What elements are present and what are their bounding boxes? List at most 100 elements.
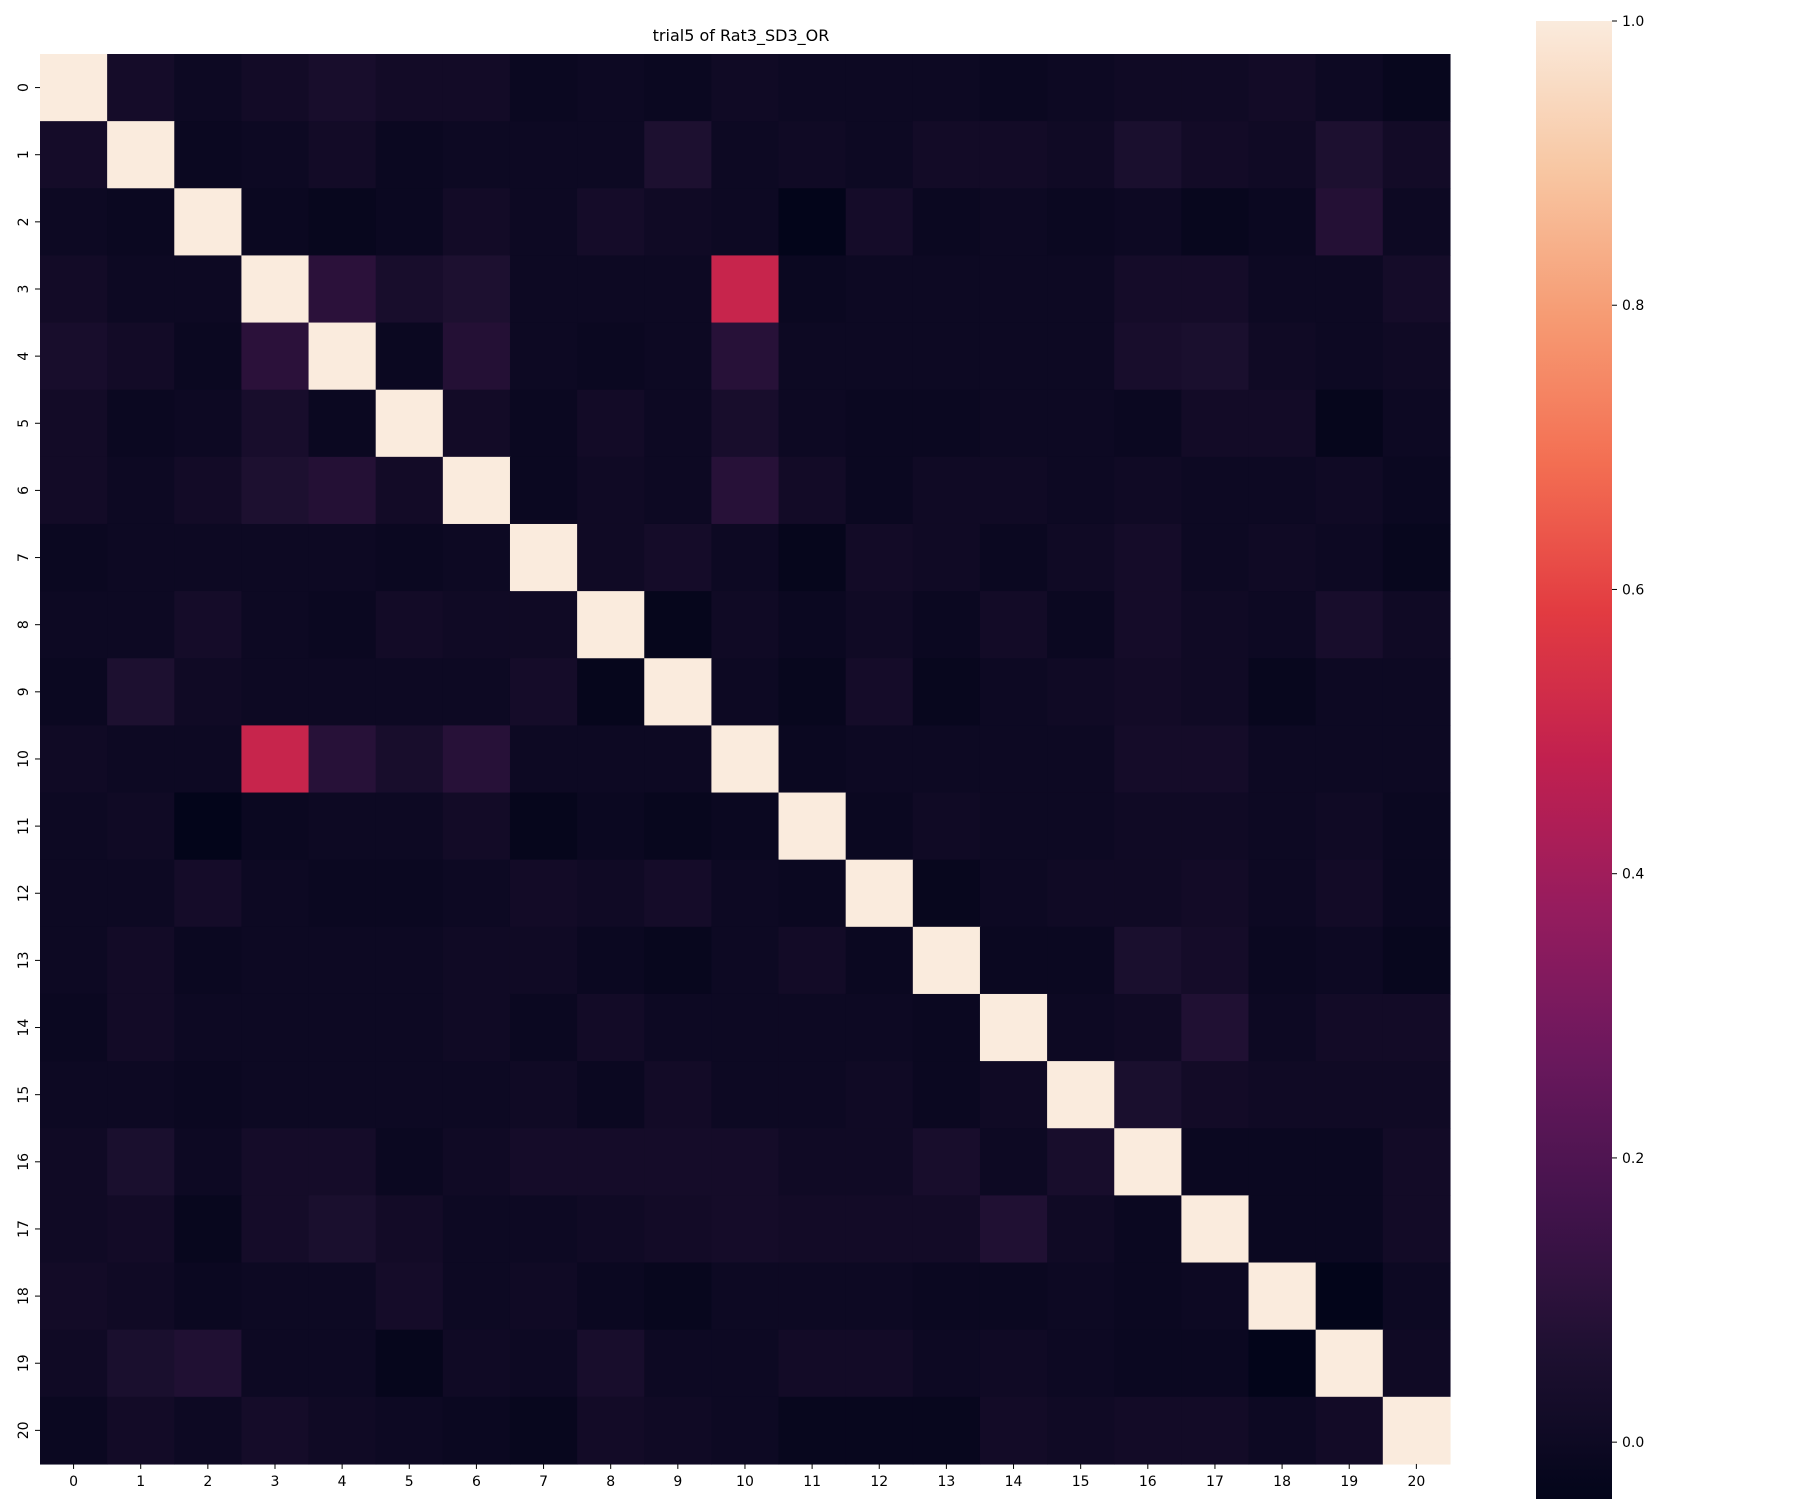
heatmap-cell (40, 1397, 108, 1465)
heatmap-cell (510, 591, 578, 659)
heatmap-cell (309, 1397, 377, 1465)
y-tick-label: 20 (16, 1421, 32, 1439)
heatmap-cell (711, 793, 779, 861)
heatmap-cell (443, 323, 511, 391)
heatmap-cell (174, 323, 242, 391)
heatmap-cell (510, 1061, 578, 1129)
x-tick-label: 3 (271, 1474, 280, 1490)
heatmap-cell (1047, 1330, 1115, 1398)
heatmap-cell (779, 255, 847, 323)
heatmap-cell (846, 121, 914, 189)
heatmap-cell (510, 725, 578, 793)
heatmap-cell (980, 121, 1048, 189)
heatmap-cell (1114, 255, 1182, 323)
heatmap-cell (107, 457, 175, 525)
heatmap-cell (107, 793, 175, 861)
heatmap-cell (1114, 390, 1182, 458)
heatmap-cell (913, 1195, 981, 1263)
heatmap-cell (1249, 725, 1317, 793)
heatmap-cell (1249, 323, 1317, 391)
heatmap-cell (241, 323, 309, 391)
heatmap-cell (846, 457, 914, 525)
heatmap-cell (779, 927, 847, 995)
heatmap-cell (1249, 591, 1317, 659)
heatmap-cell (1316, 927, 1384, 995)
heatmap-cell (376, 658, 444, 726)
heatmap-cell (1114, 1330, 1182, 1398)
heatmap-cell (913, 1263, 981, 1331)
heatmap-cell (1114, 860, 1182, 928)
heatmap-cell (711, 457, 779, 525)
y-tick-label: 5 (16, 419, 32, 428)
heatmap-cell (980, 390, 1048, 458)
heatmap-cell (1383, 323, 1451, 391)
heatmap-cell (1249, 994, 1317, 1062)
heatmap-cell (711, 860, 779, 928)
heatmap-cell (40, 725, 108, 793)
heatmap-cell (980, 1263, 1048, 1331)
heatmap-cell (644, 457, 712, 525)
x-tick-label: 11 (803, 1474, 821, 1490)
heatmap-cell (1047, 994, 1115, 1062)
heatmap-cell (107, 1397, 175, 1465)
heatmap-cell (1249, 390, 1317, 458)
heatmap-cell (980, 591, 1048, 659)
colorbar-tick-label: 0.2 (1622, 1151, 1644, 1167)
heatmap-cell (1316, 725, 1384, 793)
heatmap-cell (174, 725, 242, 793)
heatmap-cell (779, 524, 847, 592)
heatmap-cell (1383, 255, 1451, 323)
heatmap-cell (174, 1330, 242, 1398)
heatmap-cell (711, 725, 779, 793)
heatmap-cell (40, 1263, 108, 1331)
heatmap-cell (376, 524, 444, 592)
heatmap-cell (443, 524, 511, 592)
heatmap-cell (644, 591, 712, 659)
heatmap-cell (1181, 1263, 1249, 1331)
heatmap-cell (309, 1061, 377, 1129)
heatmap-cell (913, 457, 981, 525)
heatmap-cell (510, 524, 578, 592)
heatmap-cell (779, 1128, 847, 1196)
heatmap-cell (174, 390, 242, 458)
heatmap-cell (1047, 725, 1115, 793)
heatmap-cell (1047, 188, 1115, 256)
heatmap-cell (107, 323, 175, 391)
heatmap-cell (309, 793, 377, 861)
heatmap-cell (980, 524, 1048, 592)
heatmap-cell (577, 1263, 645, 1331)
heatmap-cell (1383, 1195, 1451, 1263)
heatmap-cell (779, 1397, 847, 1465)
x-tick-label: 0 (69, 1474, 78, 1490)
heatmap-cell (980, 658, 1048, 726)
heatmap-cell (1316, 1330, 1384, 1398)
heatmap-cell (107, 658, 175, 726)
x-tick-label: 9 (673, 1474, 682, 1490)
heatmap-cell (40, 1061, 108, 1129)
heatmap-cell (577, 591, 645, 659)
heatmap-cell (376, 1128, 444, 1196)
heatmap-cell (1047, 658, 1115, 726)
heatmap-cell (1181, 793, 1249, 861)
heatmap-cell (980, 793, 1048, 861)
heatmap-cell (846, 658, 914, 726)
y-tick-label: 12 (16, 884, 32, 902)
heatmap-cell (309, 1263, 377, 1331)
heatmap-cell (443, 793, 511, 861)
heatmap-cell (577, 658, 645, 726)
heatmap-cell (107, 54, 175, 122)
heatmap-cell (40, 994, 108, 1062)
heatmap-cell (1316, 390, 1384, 458)
heatmap-cell (510, 54, 578, 122)
heatmap-cell (779, 1061, 847, 1129)
heatmap-cell (711, 1061, 779, 1129)
heatmap-cell (376, 860, 444, 928)
heatmap-cell (1383, 457, 1451, 525)
heatmap-cell (107, 1128, 175, 1196)
heatmap-cell (913, 793, 981, 861)
heatmap-cell (1316, 994, 1384, 1062)
chart-title: trial5 of Rat3_SD3_OR (653, 26, 830, 46)
heatmap-cell (241, 793, 309, 861)
heatmap-cell (913, 1061, 981, 1129)
